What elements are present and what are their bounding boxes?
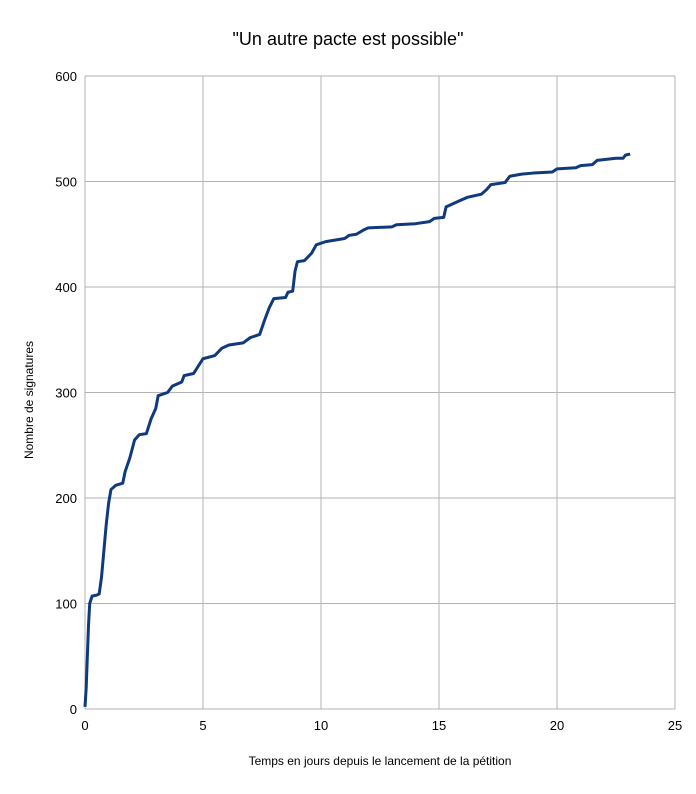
y-tick-label: 0 — [70, 702, 77, 717]
x-tick-label: 20 — [550, 718, 564, 733]
x-tick-label: 25 — [668, 718, 682, 733]
y-tick-label: 500 — [55, 175, 77, 190]
x-tick-label: 15 — [432, 718, 446, 733]
x-tick-label: 10 — [314, 718, 328, 733]
chart-title: "Un autre pacte est possible" — [233, 29, 464, 49]
y-tick-label: 100 — [55, 597, 77, 612]
y-tick-label: 300 — [55, 386, 77, 401]
data-line — [83, 152, 631, 707]
y-tick-label: 200 — [55, 491, 77, 506]
y-axis-label: Nombre de signatures — [22, 341, 36, 459]
x-axis-label: Temps en jours depuis le lancement de la… — [249, 754, 512, 768]
x-tick-label: 0 — [81, 718, 88, 733]
y-tick-label: 400 — [55, 280, 77, 295]
y-tick-label: 600 — [55, 69, 77, 84]
x-tick-label: 5 — [199, 718, 206, 733]
